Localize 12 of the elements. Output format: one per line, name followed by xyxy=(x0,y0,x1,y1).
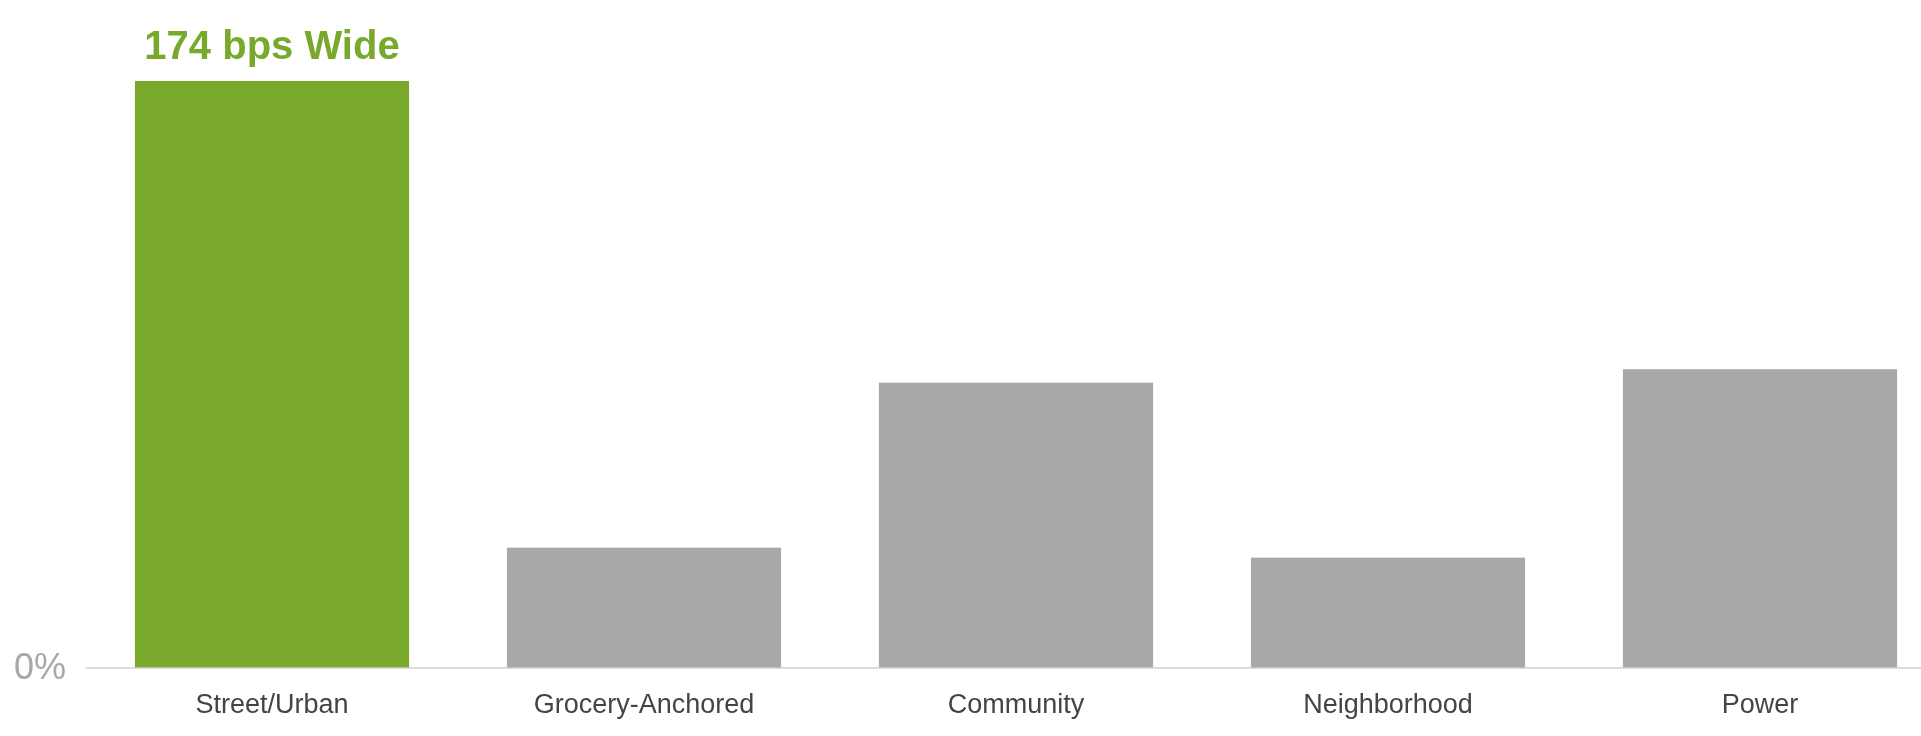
x-tick-label: Neighborhood xyxy=(1303,689,1473,720)
bar xyxy=(506,547,782,668)
bar xyxy=(134,81,410,668)
annotation: 174 bps Wide xyxy=(144,23,400,67)
x-tick-label: Street/Urban xyxy=(195,689,349,720)
x-tick-label: Grocery-Anchored xyxy=(533,689,755,720)
text: 0% xyxy=(14,646,67,687)
x-tick-label: Power xyxy=(1721,689,1799,720)
bar xyxy=(1250,557,1526,668)
x-tick-label: Community xyxy=(947,689,1085,720)
bar xyxy=(1622,369,1898,668)
bar xyxy=(878,382,1154,668)
